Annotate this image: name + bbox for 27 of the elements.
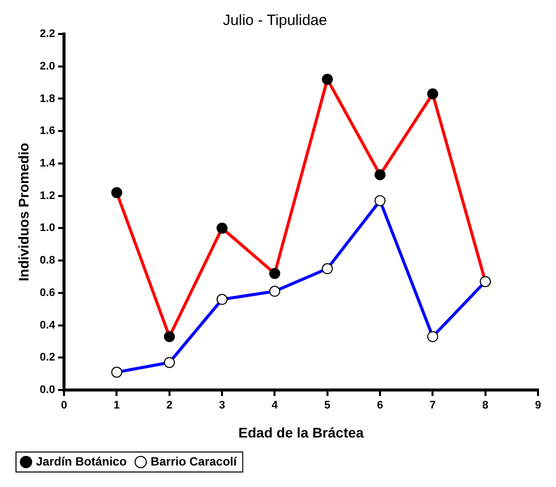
- y-axis-title: Individuos Promedio: [15, 142, 32, 282]
- y-tick-label: 0.4: [40, 319, 56, 332]
- x-tick-label: 7: [430, 400, 436, 412]
- y-tick-label: 1.4: [40, 157, 56, 170]
- y-tick-label: 1.0: [40, 222, 56, 234]
- chart-title: Julio - Tipulidae: [222, 12, 328, 30]
- y-tick-label: 0.8: [40, 254, 56, 267]
- legend-label: Jardín Botánico: [36, 454, 127, 468]
- x-tick-label: 8: [482, 400, 488, 412]
- x-tick-label: 5: [324, 400, 330, 412]
- legend-label: Barrio Caracolí: [150, 454, 238, 468]
- y-tick-label: 2.0: [40, 60, 56, 72]
- y-tick-label: 0.0: [40, 384, 56, 396]
- x-axis-title: Edad de la Bráctea: [238, 424, 364, 440]
- x-tick-label: 6: [376, 400, 384, 412]
- x-tick-label: 0: [61, 400, 68, 412]
- y-tick-label: 1.2: [40, 190, 56, 202]
- y-tick-label: 1.8: [40, 92, 56, 105]
- y-tick-label: 0.2: [40, 352, 56, 364]
- y-tick-label: 0.6: [40, 286, 56, 299]
- x-tick-label: 2: [166, 400, 172, 412]
- y-tick-label: 2.2: [40, 28, 56, 40]
- x-tick-label: 1: [114, 400, 120, 412]
- x-tick-label: 9: [534, 400, 542, 412]
- x-tick-label: 3: [219, 400, 226, 412]
- y-tick-label: 1.6: [40, 125, 56, 138]
- x-tick-label: 4: [272, 400, 279, 412]
